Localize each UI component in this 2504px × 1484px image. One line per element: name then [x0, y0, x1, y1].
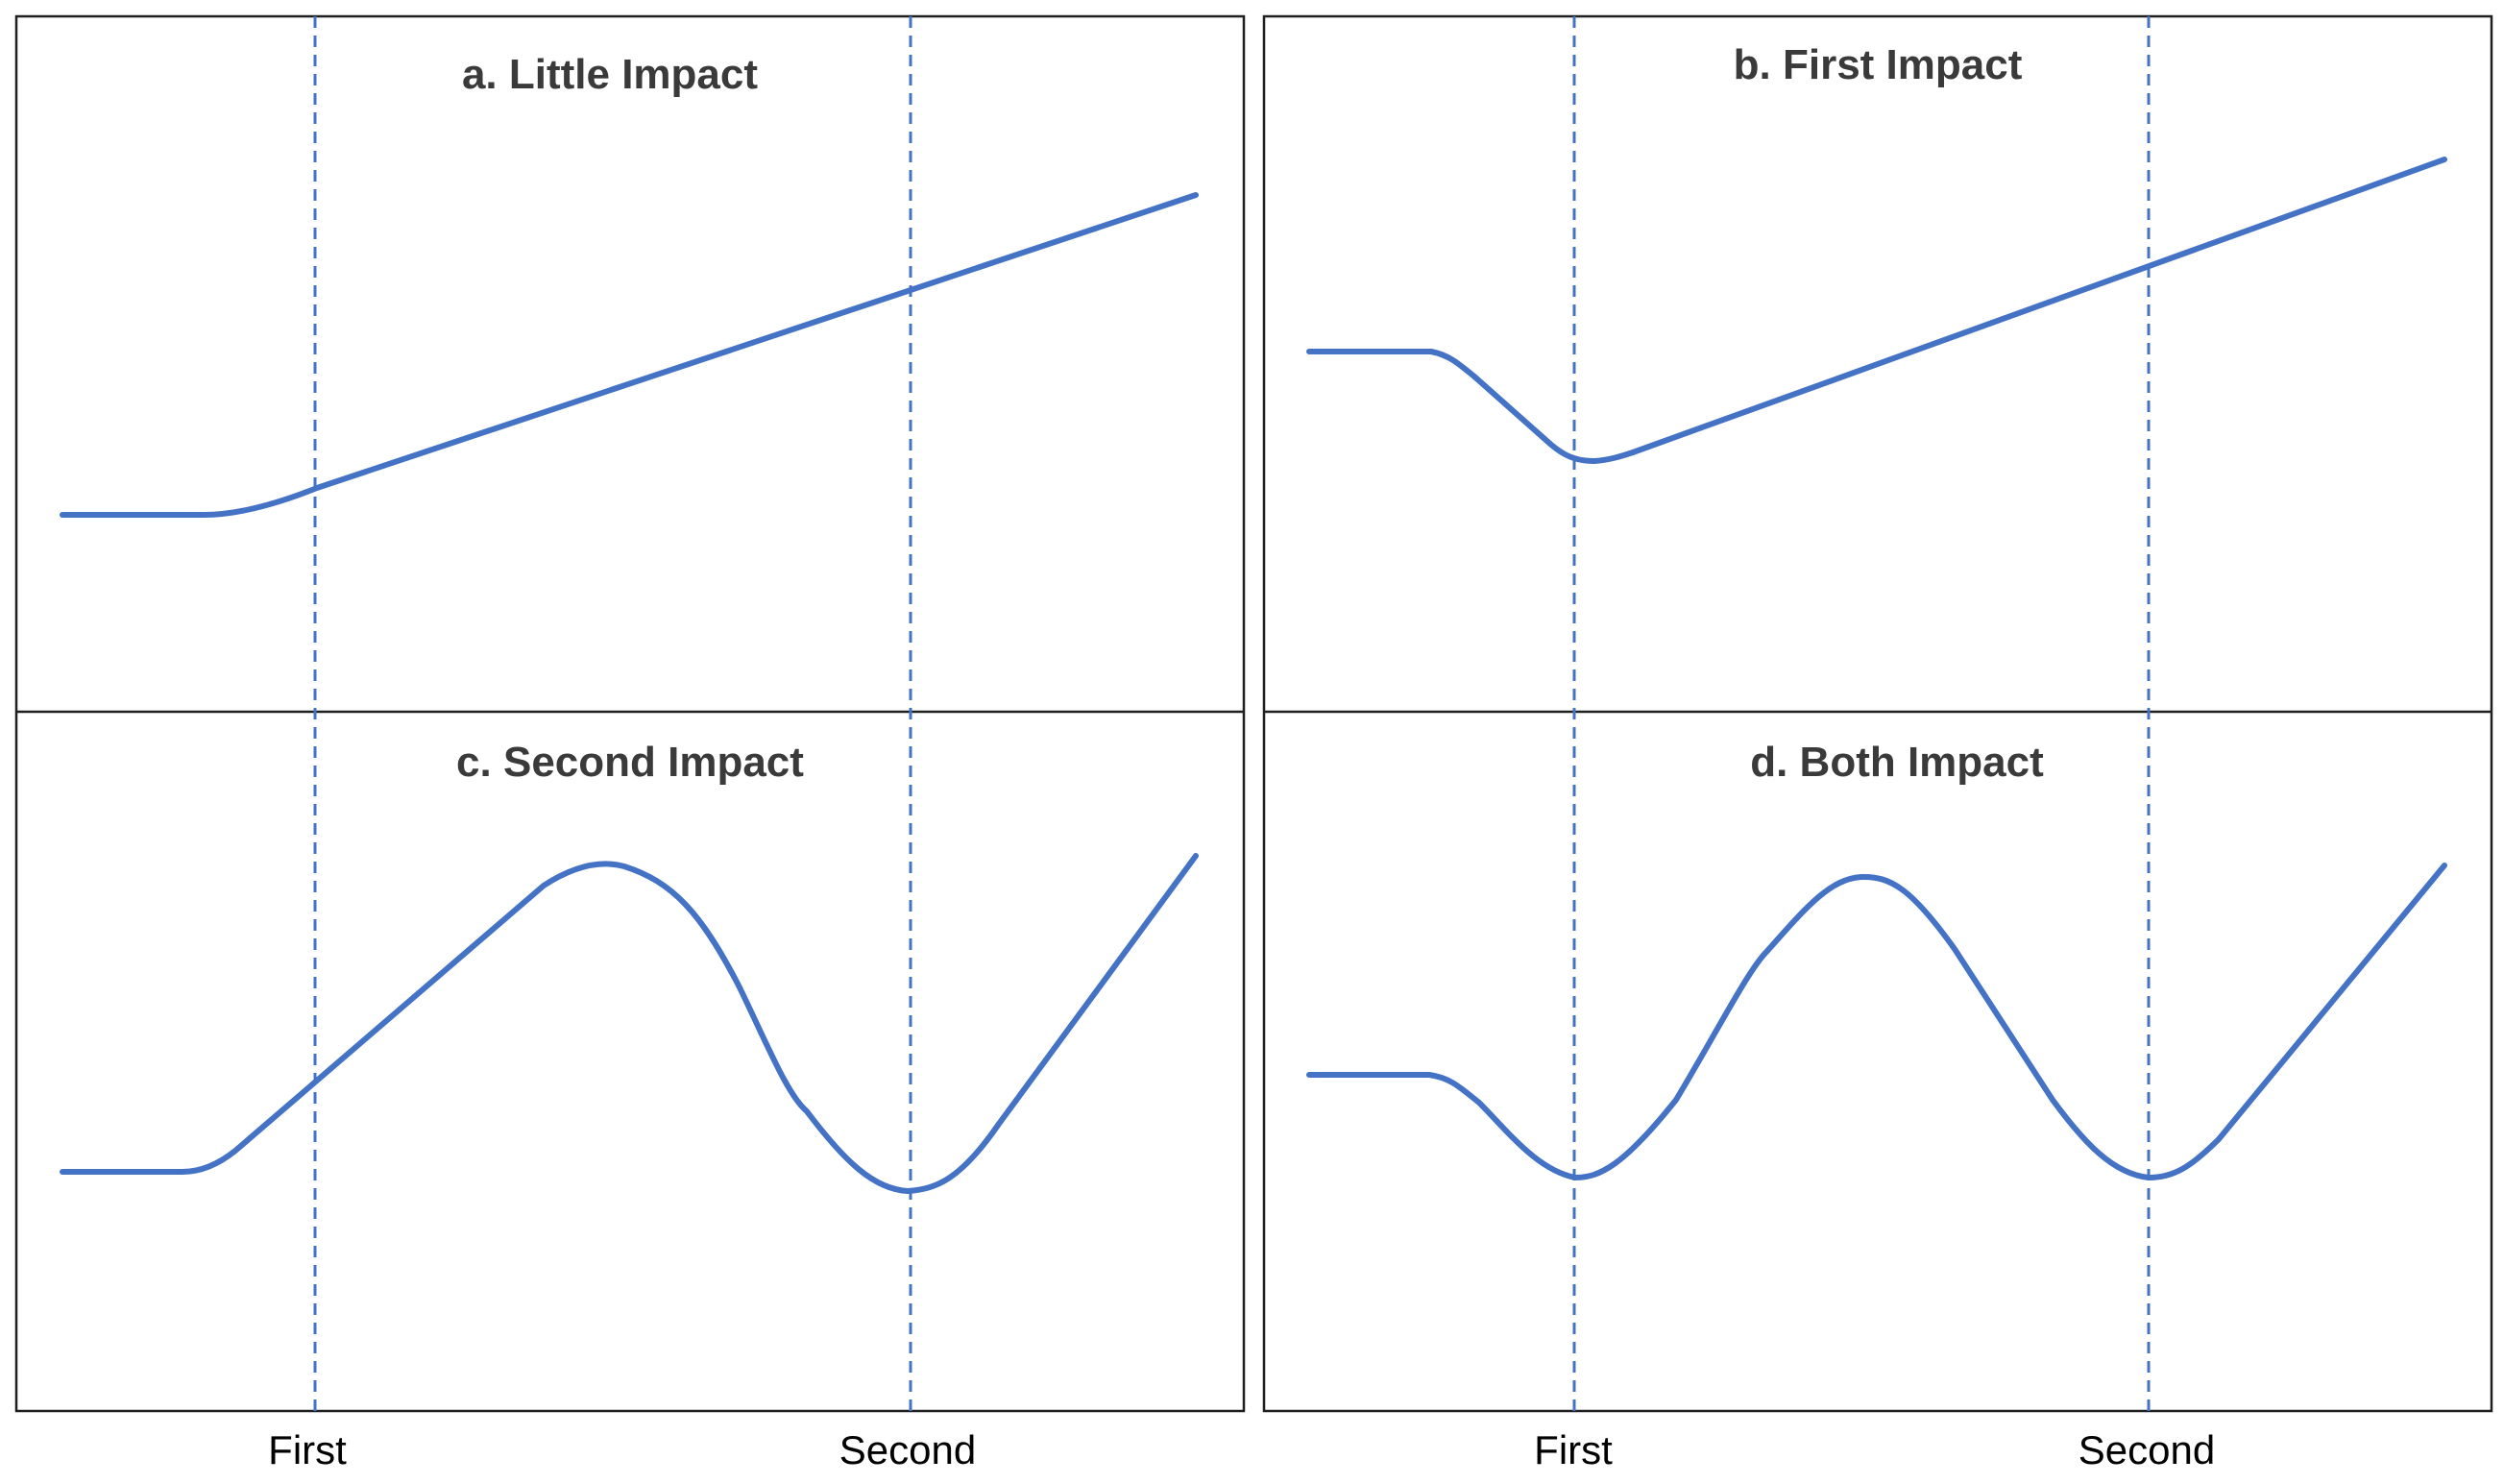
x-label-second-left: Second: [839, 1427, 976, 1472]
panel-c-title: c. Second Impact: [456, 739, 804, 786]
x-label-second-right: Second: [2079, 1427, 2215, 1472]
panel-a-title: a. Little Impact: [462, 51, 758, 98]
left-column-frame: [14, 14, 1246, 1413]
panel-b-title: b. First Impact: [1734, 41, 2023, 88]
panel-c-curve: [60, 853, 1199, 1194]
right-column-frame: [1262, 14, 2493, 1413]
panel-a-curve: [60, 192, 1199, 518]
x-label-first-right: First: [1534, 1427, 1613, 1472]
x-label-first-left: First: [268, 1427, 347, 1472]
panel-b-curve: [1306, 157, 2447, 464]
panel-d-curve: [1306, 863, 2447, 1180]
panel-d-title: d. Both Impact: [1750, 739, 2044, 786]
